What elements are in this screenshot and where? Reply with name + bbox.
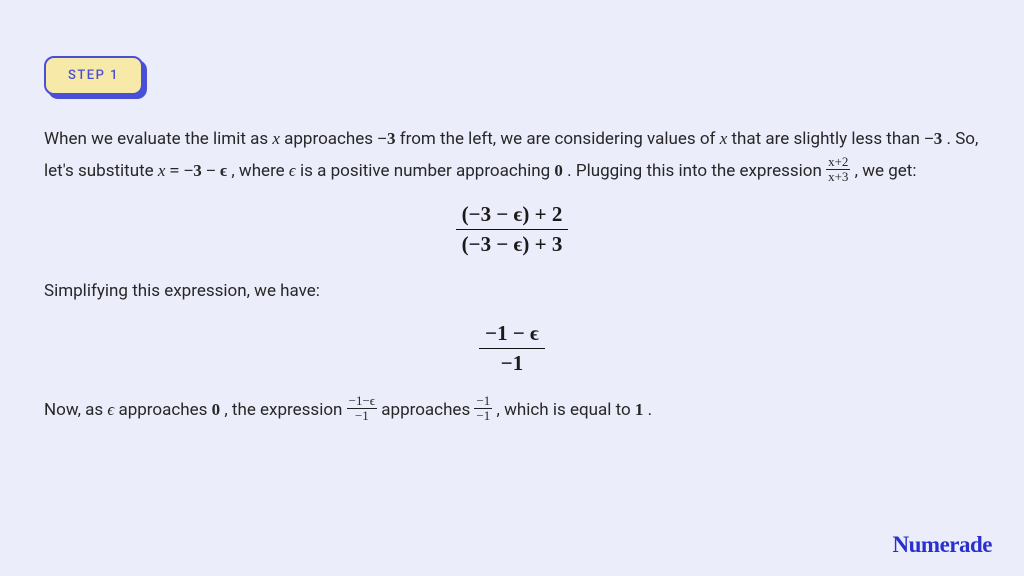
fraction-denominator: −1 bbox=[474, 409, 492, 423]
math-num: −3 bbox=[377, 129, 395, 148]
fraction-numerator: (−3 − ϵ) + 2 bbox=[456, 200, 569, 230]
inline-fraction: x+2 x+3 bbox=[826, 155, 850, 185]
fraction-numerator: x+2 bbox=[826, 155, 850, 170]
text: . Plugging this into the expression bbox=[567, 161, 826, 181]
display-fraction: (−3 − ϵ) + 2 (−3 − ϵ) + 3 bbox=[456, 200, 569, 259]
math-num: 0 bbox=[212, 400, 221, 419]
fraction-denominator: −1 bbox=[347, 409, 377, 423]
fraction-numerator: −1 − ϵ bbox=[479, 319, 545, 349]
text: approaches bbox=[118, 400, 211, 420]
display-fraction: −1 − ϵ −1 bbox=[479, 319, 545, 378]
paragraph-1: When we evaluate the limit as x approach… bbox=[44, 123, 980, 188]
math-var-x: x bbox=[272, 129, 280, 148]
fraction-numerator: −1−ϵ bbox=[347, 394, 377, 409]
inline-fraction: −1−ϵ −1 bbox=[347, 394, 377, 424]
math-eq-rhs: −3 − ϵ bbox=[184, 161, 228, 180]
fraction-numerator: −1 bbox=[474, 394, 492, 409]
text: approaches bbox=[381, 400, 474, 420]
step-badge: STEP 1 bbox=[44, 56, 143, 95]
math-num: 1 bbox=[635, 400, 644, 419]
fraction-denominator: (−3 − ϵ) + 3 bbox=[456, 230, 569, 259]
brand-logo: Numerade bbox=[893, 532, 992, 558]
display-math-2: −1 − ϵ −1 bbox=[44, 319, 980, 378]
math-var-x: x bbox=[720, 129, 728, 148]
text: , which is equal to bbox=[497, 400, 635, 420]
math-eq-mid: = bbox=[170, 161, 184, 180]
text: Now, as bbox=[44, 400, 107, 420]
text: When we evaluate the limit as bbox=[44, 129, 272, 149]
text: . bbox=[648, 400, 652, 420]
step-badge-label: STEP 1 bbox=[44, 56, 143, 95]
math-var-eps: ϵ bbox=[289, 161, 296, 180]
text: Simplifying this expression, we have: bbox=[44, 281, 320, 301]
fraction-denominator: x+3 bbox=[826, 170, 850, 184]
display-math-1: (−3 − ϵ) + 2 (−3 − ϵ) + 3 bbox=[44, 200, 980, 259]
paragraph-2: Simplifying this expression, we have: bbox=[44, 275, 980, 307]
text: is a positive number approaching bbox=[300, 161, 554, 181]
text: , we get: bbox=[855, 161, 917, 181]
math-num: −3 bbox=[924, 129, 942, 148]
math-eq-lhs: x bbox=[158, 161, 166, 180]
text: , the expression bbox=[224, 400, 346, 420]
math-var-eps: ϵ bbox=[107, 400, 114, 419]
math-num: 0 bbox=[554, 161, 563, 180]
inline-fraction: −1 −1 bbox=[474, 394, 492, 424]
fraction-denominator: −1 bbox=[479, 349, 545, 378]
text: , where bbox=[231, 161, 289, 181]
text: from the left, we are considering values… bbox=[400, 129, 720, 149]
paragraph-3: Now, as ϵ approaches 0 , the expression … bbox=[44, 394, 980, 426]
text: approaches bbox=[284, 129, 377, 149]
text: that are slightly less than bbox=[731, 129, 924, 149]
